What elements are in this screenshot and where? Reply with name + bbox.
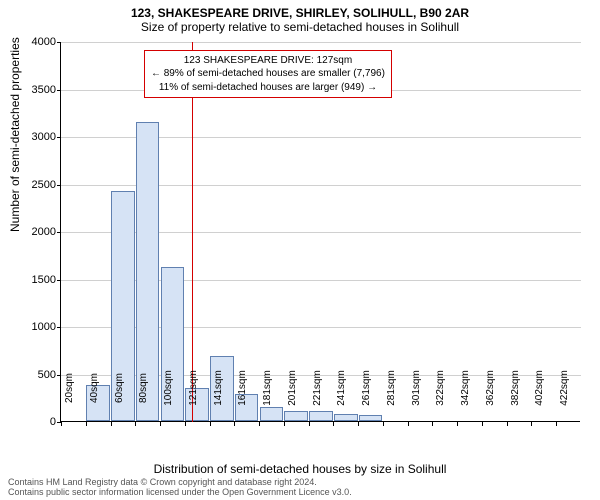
xtick-label: 241sqm: [336, 370, 347, 406]
xtick-mark: [333, 422, 334, 426]
xtick-label: 342sqm: [460, 370, 471, 406]
xtick-label: 161sqm: [237, 370, 248, 406]
xtick-mark: [135, 422, 136, 426]
ytick-mark: [57, 375, 61, 376]
histogram-bar: [359, 415, 383, 421]
ytick-label: 500: [16, 369, 56, 381]
ytick-label: 4000: [16, 36, 56, 48]
ytick-label: 1000: [16, 321, 56, 333]
xtick-mark: [284, 422, 285, 426]
histogram-bar: [309, 411, 333, 421]
xtick-label: 20sqm: [64, 373, 75, 403]
histogram-bar: [284, 411, 308, 421]
xtick-mark: [457, 422, 458, 426]
xtick-label: 181sqm: [262, 370, 273, 406]
xtick-label: 121sqm: [188, 370, 199, 406]
xtick-label: 221sqm: [312, 370, 323, 406]
xtick-label: 261sqm: [361, 370, 372, 406]
footer-attribution: Contains HM Land Registry data © Crown c…: [8, 478, 352, 498]
xtick-mark: [61, 422, 62, 426]
annotation-line: 11% of semi-detached houses are larger (…: [151, 81, 385, 95]
plot-region: 123 SHAKESPEARE DRIVE: 127sqm← 89% of se…: [60, 42, 580, 422]
xtick-label: 141sqm: [213, 370, 224, 406]
xtick-label: 40sqm: [89, 373, 100, 403]
xtick-mark: [408, 422, 409, 426]
x-axis-label: Distribution of semi-detached houses by …: [0, 462, 600, 476]
annotation-line: ← 89% of semi-detached houses are smalle…: [151, 67, 385, 81]
xtick-label: 322sqm: [435, 370, 446, 406]
ytick-mark: [57, 232, 61, 233]
histogram-bar: [260, 407, 284, 421]
ytick-label: 2000: [16, 226, 56, 238]
xtick-mark: [556, 422, 557, 426]
ytick-label: 3500: [16, 84, 56, 96]
xtick-mark: [234, 422, 235, 426]
ytick-mark: [57, 137, 61, 138]
chart-area: 123 SHAKESPEARE DRIVE: 127sqm← 89% of se…: [60, 42, 580, 422]
xtick-label: 382sqm: [510, 370, 521, 406]
ytick-label: 0: [16, 416, 56, 428]
xtick-mark: [160, 422, 161, 426]
xtick-mark: [111, 422, 112, 426]
ytick-mark: [57, 42, 61, 43]
histogram-bar: [334, 414, 358, 421]
xtick-mark: [482, 422, 483, 426]
xtick-label: 301sqm: [411, 370, 422, 406]
annotation-box: 123 SHAKESPEARE DRIVE: 127sqm← 89% of se…: [144, 50, 392, 99]
xtick-mark: [432, 422, 433, 426]
ytick-mark: [57, 327, 61, 328]
xtick-mark: [185, 422, 186, 426]
xtick-mark: [210, 422, 211, 426]
chart-subtitle: Size of property relative to semi-detach…: [0, 20, 600, 38]
xtick-mark: [507, 422, 508, 426]
ytick-label: 1500: [16, 274, 56, 286]
xtick-label: 281sqm: [386, 370, 397, 406]
xtick-label: 402sqm: [534, 370, 545, 406]
xtick-label: 422sqm: [559, 370, 570, 406]
xtick-mark: [531, 422, 532, 426]
xtick-label: 80sqm: [138, 373, 149, 403]
ytick-mark: [57, 280, 61, 281]
xtick-mark: [309, 422, 310, 426]
xtick-mark: [383, 422, 384, 426]
reference-line: [192, 42, 193, 422]
footer-line2: Contains public sector information licen…: [8, 488, 352, 498]
xtick-label: 201sqm: [287, 370, 298, 406]
ytick-mark: [57, 90, 61, 91]
xtick-label: 362sqm: [485, 370, 496, 406]
gridline: [61, 42, 581, 43]
chart-title: 123, SHAKESPEARE DRIVE, SHIRLEY, SOLIHUL…: [0, 0, 600, 20]
xtick-mark: [259, 422, 260, 426]
ytick-label: 3000: [16, 131, 56, 143]
ytick-mark: [57, 185, 61, 186]
xtick-label: 60sqm: [114, 373, 125, 403]
ytick-label: 2500: [16, 179, 56, 191]
xtick-mark: [358, 422, 359, 426]
xtick-label: 100sqm: [163, 370, 174, 406]
xtick-mark: [86, 422, 87, 426]
annotation-line: 123 SHAKESPEARE DRIVE: 127sqm: [151, 54, 385, 68]
